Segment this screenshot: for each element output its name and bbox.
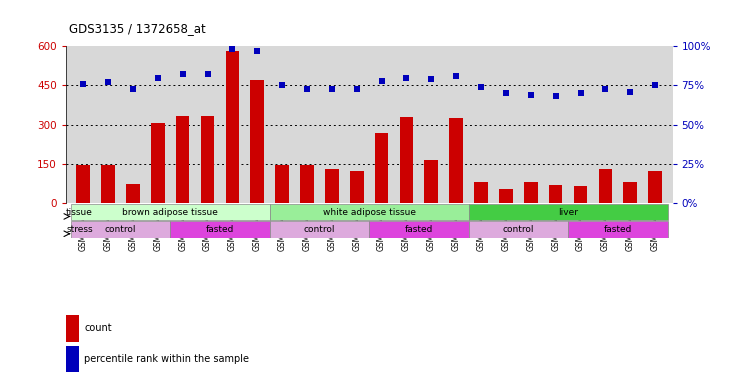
Point [326,86,338,92]
Point [202,71,213,78]
Bar [469,221,568,238]
Point [301,86,313,92]
Bar [176,116,189,204]
Point [227,46,238,52]
Text: count: count [84,323,112,333]
Text: brown adipose tissue: brown adipose tissue [122,208,218,217]
Point [251,48,263,54]
Point [177,71,189,78]
Bar [76,166,90,204]
Bar [201,116,214,204]
Bar [375,132,388,204]
Point [276,82,288,88]
Bar [71,204,270,220]
Point [550,93,561,99]
Bar [469,204,667,220]
Bar [474,182,488,204]
Point [127,86,139,92]
Point [376,78,387,84]
Point [500,90,512,96]
Text: tissue: tissue [66,208,93,217]
Bar [400,117,413,204]
Bar [226,51,239,204]
Bar [270,221,369,238]
Bar [574,186,587,204]
Bar [568,221,667,238]
Text: control: control [105,225,136,234]
Bar [276,166,289,204]
Point [152,74,164,81]
Point [425,76,437,82]
Bar [270,204,469,220]
Bar [648,170,662,204]
Bar [251,80,264,204]
Bar [170,221,270,238]
Point [599,86,611,92]
Point [575,90,586,96]
Text: white adipose tissue: white adipose tissue [322,208,416,217]
Text: GDS3135 / 1372658_at: GDS3135 / 1372658_at [69,22,206,35]
Point [102,79,114,85]
Point [77,81,89,87]
Point [475,84,487,90]
Text: percentile rank within the sample: percentile rank within the sample [84,354,249,364]
Point [649,82,661,88]
Bar [325,169,338,204]
Text: fasted: fasted [405,225,433,234]
Bar [126,184,140,204]
Bar [71,221,170,238]
Bar [450,118,463,204]
Text: liver: liver [558,208,578,217]
Point [351,86,363,92]
Text: control: control [303,225,336,234]
Text: control: control [503,225,534,234]
Point [624,89,636,95]
Bar [549,185,562,204]
Point [450,73,462,79]
Text: stress: stress [66,225,93,234]
Bar [151,124,164,204]
Bar [101,166,115,204]
Bar [425,160,438,204]
Bar [350,170,363,204]
Text: fasted: fasted [604,225,632,234]
Bar [524,182,537,204]
Bar [499,189,512,204]
Bar [599,169,613,204]
Text: fasted: fasted [205,225,234,234]
Point [525,92,537,98]
Bar [369,221,469,238]
Bar [624,182,637,204]
Bar [300,166,314,204]
Point [401,74,412,81]
